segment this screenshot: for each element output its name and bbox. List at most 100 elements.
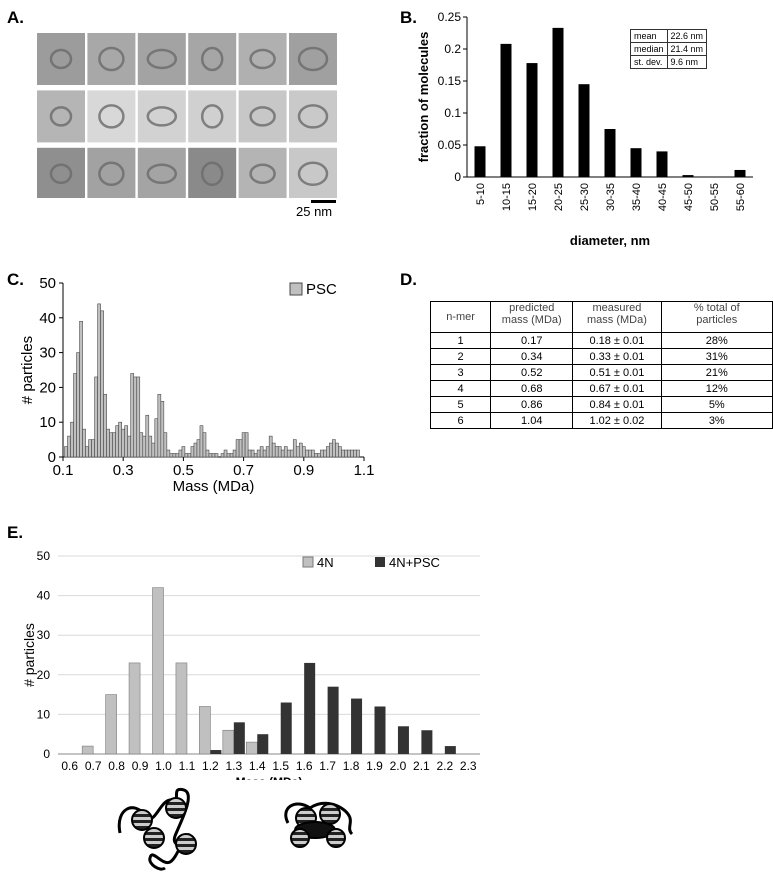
cell: 12% [660, 380, 773, 397]
bar [259, 446, 264, 458]
bar [202, 432, 207, 458]
bar [232, 449, 237, 458]
cell: 21% [660, 364, 773, 381]
bar [474, 146, 486, 177]
bar [214, 453, 219, 458]
cell: 31% [660, 348, 773, 365]
x-tick-label: 0.5 [173, 462, 194, 479]
bar [166, 449, 171, 458]
bar [79, 320, 83, 458]
cell: 1.04 [490, 412, 574, 429]
bar-4n [152, 587, 164, 755]
bar [109, 432, 113, 458]
bar [265, 446, 270, 458]
y-tick-label: 40 [39, 310, 56, 327]
bar [262, 449, 267, 458]
particle-ring [98, 104, 125, 129]
em-tile [137, 147, 186, 198]
particle-ring [49, 48, 73, 70]
cell: 0.33 ± 0.01 [572, 348, 662, 365]
y-tick-label: 10 [39, 414, 56, 431]
bar [70, 421, 74, 458]
stats-row-stdev: st. dev. 9.6 nm [630, 55, 708, 69]
bar [226, 453, 231, 458]
table-row: 3 0.52 0.51 ± 0.01 21% [429, 364, 773, 381]
bar [142, 435, 147, 458]
bar [154, 418, 159, 458]
bar [115, 425, 119, 458]
stats-label: st. dev. [630, 55, 668, 69]
y-tick-label: 0.05 [438, 138, 462, 152]
bar [178, 449, 183, 458]
y-tick-label: 30 [39, 345, 56, 362]
bar [193, 442, 198, 458]
x-tick-label: 1.1 [179, 759, 196, 773]
bar [332, 439, 336, 458]
bar [97, 303, 101, 458]
y-axis-label: fraction of molecules [416, 32, 431, 163]
bar [301, 446, 306, 458]
cell: 1.02 ± 0.02 [572, 412, 662, 429]
bar [73, 373, 77, 458]
y-tick-label: 0.15 [438, 74, 462, 88]
x-tick-label: 40-45 [657, 183, 669, 211]
bar [94, 376, 98, 458]
y-axis-label: # particles [21, 623, 37, 687]
x-tick-label: 0.9 [293, 462, 314, 479]
x-tick-label: 0.8 [108, 759, 125, 773]
bar-4n [175, 662, 188, 755]
em-tile [37, 33, 85, 85]
bar [338, 446, 342, 458]
bar [121, 428, 126, 458]
x-tick-label: 0.1 [53, 462, 74, 479]
panel-label-c: C. [7, 270, 24, 289]
em-tile [37, 147, 85, 198]
stats-value: 22.6 nm [666, 29, 708, 43]
bar [196, 439, 201, 458]
x-tick-label: 1.1 [354, 462, 375, 479]
bar [500, 43, 512, 177]
bar [277, 446, 282, 458]
bar [734, 169, 746, 177]
bar [100, 310, 104, 458]
legend-label-4n: 4N [317, 555, 334, 570]
bar-4n [128, 662, 141, 755]
x-tick-label: 0.3 [113, 462, 134, 479]
bar [317, 453, 321, 458]
bar [88, 439, 92, 458]
bar-4n-psc [397, 726, 409, 754]
y-tick-label: 0 [48, 449, 56, 466]
bar [268, 435, 273, 458]
mass-table: n-mer predicted mass (MDa) measured mass… [429, 301, 773, 429]
bar [280, 449, 285, 458]
legend-label-4n-psc: 4N+PSC [389, 555, 440, 570]
stats-table: mean 22.6 nm median 21.4 nm st. dev. 9.6… [630, 29, 708, 69]
y-tick-label: 0 [43, 747, 50, 761]
panel-label-b: B. [400, 8, 417, 27]
bar [335, 442, 339, 458]
bar [320, 449, 324, 458]
cell: 6 [429, 412, 492, 429]
bar [136, 376, 141, 458]
y-tick-label: 20 [39, 379, 56, 396]
x-tick-label: 2.3 [460, 759, 477, 773]
bar [341, 449, 345, 458]
bar [256, 449, 261, 458]
bar [133, 376, 138, 458]
y-tick-label: 30 [37, 628, 51, 642]
bar [103, 394, 107, 458]
bar [314, 453, 318, 458]
x-tick-label: 2.1 [413, 759, 430, 773]
bar [208, 453, 213, 458]
bar-4n-psc [304, 662, 316, 754]
x-axis-label: Mass (MDa) [236, 775, 303, 780]
bar [283, 446, 288, 458]
em-tile [238, 33, 287, 85]
stats-value: 9.6 nm [666, 55, 708, 69]
cell: 3 [429, 364, 492, 381]
x-tick-label: 55-60 [735, 183, 747, 211]
y-tick-label: 0.2 [444, 42, 461, 56]
legend-swatch [289, 282, 303, 296]
bar [289, 449, 294, 458]
bar [311, 449, 315, 458]
